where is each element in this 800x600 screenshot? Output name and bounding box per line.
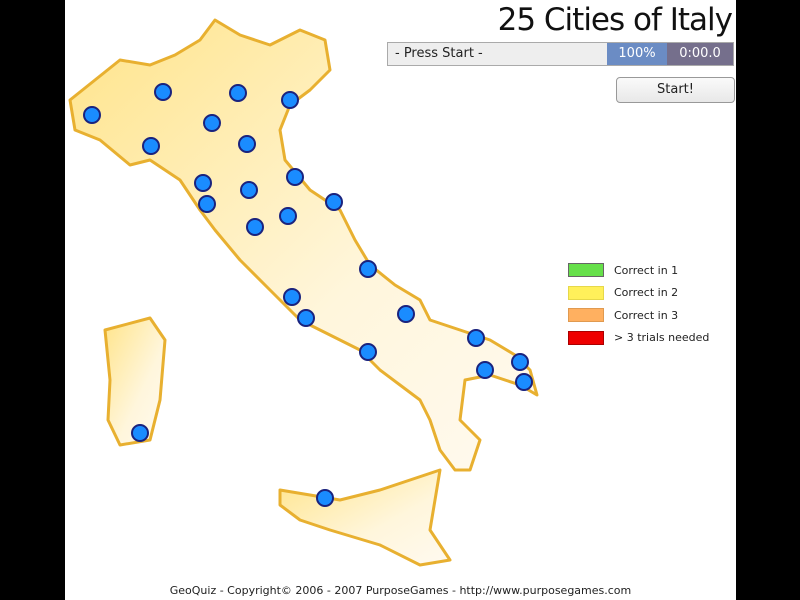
city-marker[interactable]: [240, 181, 258, 199]
region-mainland: [68, 18, 539, 472]
footer-copyright: GeoQuiz - Copyright© 2006 - 2007 Purpose…: [169, 584, 632, 597]
italy-map: [68, 18, 539, 567]
city-marker[interactable]: [316, 489, 334, 507]
region-sardinia: [103, 316, 167, 447]
legend-item: Correct in 1: [568, 259, 709, 282]
city-markers: [83, 83, 533, 507]
legend: Correct in 1 Correct in 2 Correct in 3 >…: [568, 259, 709, 349]
city-marker[interactable]: [359, 260, 377, 278]
city-marker[interactable]: [283, 288, 301, 306]
legend-item: Correct in 3: [568, 304, 709, 327]
city-marker[interactable]: [238, 135, 256, 153]
city-marker[interactable]: [83, 106, 101, 124]
city-marker[interactable]: [359, 343, 377, 361]
city-marker[interactable]: [229, 84, 247, 102]
city-marker[interactable]: [297, 309, 315, 327]
legend-label: Correct in 3: [614, 308, 679, 322]
status-bar: - Press Start - 100% 0:00.0: [387, 42, 734, 66]
legend-label: Correct in 2: [614, 286, 679, 300]
region-sicily: [278, 468, 452, 567]
city-marker[interactable]: [476, 361, 494, 379]
timer: 0:00.0: [667, 43, 733, 65]
city-marker[interactable]: [198, 195, 216, 213]
legend-swatch: [568, 285, 604, 300]
start-button[interactable]: Start!: [616, 77, 735, 103]
city-marker[interactable]: [154, 83, 172, 101]
game-stage: 25 Cities of Italy - Press Start - 100% …: [65, 0, 736, 600]
legend-swatch: [568, 308, 604, 323]
status-message: - Press Start -: [395, 46, 483, 61]
score-percent: 100%: [607, 43, 667, 65]
legend-label: Correct in 1: [614, 263, 679, 277]
legend-item: > 3 trials needed: [568, 327, 709, 350]
city-marker[interactable]: [279, 207, 297, 225]
city-marker[interactable]: [325, 193, 343, 211]
legend-label: > 3 trials needed: [614, 331, 710, 345]
legend-item: Correct in 2: [568, 282, 709, 305]
city-marker[interactable]: [203, 114, 221, 132]
city-marker[interactable]: [515, 373, 533, 391]
quiz-title: 25 Cities of Italy: [497, 2, 733, 38]
city-marker[interactable]: [246, 218, 264, 236]
city-marker[interactable]: [281, 91, 299, 109]
city-marker[interactable]: [194, 174, 212, 192]
legend-swatch: [568, 330, 604, 345]
city-marker[interactable]: [131, 424, 149, 442]
city-marker[interactable]: [286, 168, 304, 186]
city-marker[interactable]: [467, 329, 485, 347]
city-marker[interactable]: [397, 305, 415, 323]
city-marker[interactable]: [511, 353, 529, 371]
city-marker[interactable]: [142, 137, 160, 155]
legend-swatch: [568, 263, 604, 278]
